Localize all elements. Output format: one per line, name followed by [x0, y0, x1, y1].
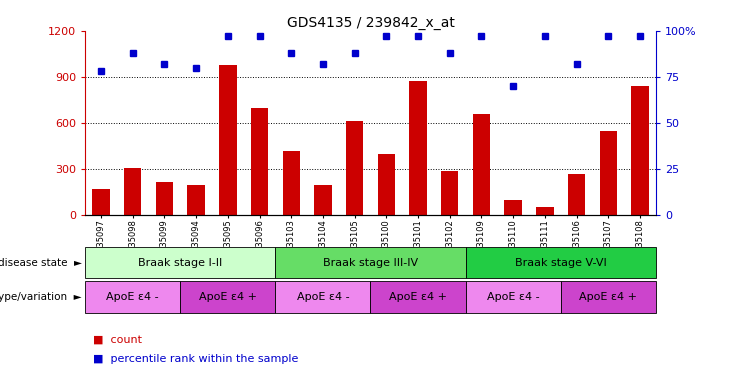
Bar [219, 65, 236, 215]
Bar [85, 281, 180, 313]
Bar [370, 281, 465, 313]
Bar [568, 174, 585, 215]
Bar [180, 281, 276, 313]
Bar [378, 154, 395, 215]
Bar [156, 182, 173, 215]
Bar [276, 281, 370, 313]
Bar [251, 108, 268, 215]
Text: ApoE ε4 +: ApoE ε4 + [389, 292, 447, 302]
Bar [441, 171, 459, 215]
Bar [409, 81, 427, 215]
Text: ApoE ε4 +: ApoE ε4 + [199, 292, 257, 302]
Text: disease state  ►: disease state ► [0, 258, 82, 268]
Bar [346, 121, 363, 215]
Bar [465, 247, 656, 278]
Bar [124, 168, 142, 215]
Text: ApoE ε4 +: ApoE ε4 + [579, 292, 637, 302]
Bar [599, 131, 617, 215]
Text: genotype/variation  ►: genotype/variation ► [0, 292, 82, 302]
Text: Braak stage V-VI: Braak stage V-VI [515, 258, 607, 268]
Text: ApoE ε4 -: ApoE ε4 - [487, 292, 539, 302]
Text: Braak stage III-IV: Braak stage III-IV [323, 258, 418, 268]
Text: ApoE ε4 -: ApoE ε4 - [107, 292, 159, 302]
Text: ■  count: ■ count [93, 335, 142, 345]
Bar [505, 200, 522, 215]
Bar [536, 207, 554, 215]
Bar [631, 86, 648, 215]
Text: Braak stage I-II: Braak stage I-II [138, 258, 222, 268]
Text: ■  percentile rank within the sample: ■ percentile rank within the sample [93, 354, 298, 364]
Bar [465, 281, 561, 313]
Bar [85, 247, 276, 278]
Bar [314, 185, 332, 215]
Bar [282, 151, 300, 215]
Bar [276, 247, 465, 278]
Bar [473, 114, 490, 215]
Title: GDS4135 / 239842_x_at: GDS4135 / 239842_x_at [287, 16, 454, 30]
Bar [93, 189, 110, 215]
Bar [187, 185, 205, 215]
Text: ApoE ε4 -: ApoE ε4 - [296, 292, 349, 302]
Bar [561, 281, 656, 313]
